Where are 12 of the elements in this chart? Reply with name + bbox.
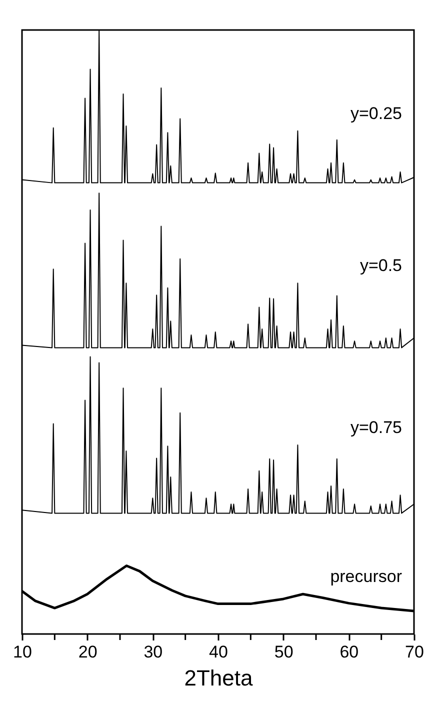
x-axis-title: 2Theta — [184, 666, 254, 690]
series-label: y=0.5 — [360, 256, 402, 276]
x-tick-label: 10 — [13, 642, 32, 662]
x-tick-label: 70 — [405, 642, 424, 662]
x-tick-label: 30 — [144, 642, 163, 662]
series-label: y=0.75 — [350, 418, 402, 437]
x-tick-label: 40 — [209, 642, 228, 662]
series-label: y=0.25 — [350, 104, 402, 123]
series-label: precursor — [330, 567, 402, 586]
x-tick-label: 20 — [78, 642, 98, 662]
x-tick-label: 60 — [340, 642, 359, 662]
x-tick-label: 50 — [274, 642, 294, 662]
